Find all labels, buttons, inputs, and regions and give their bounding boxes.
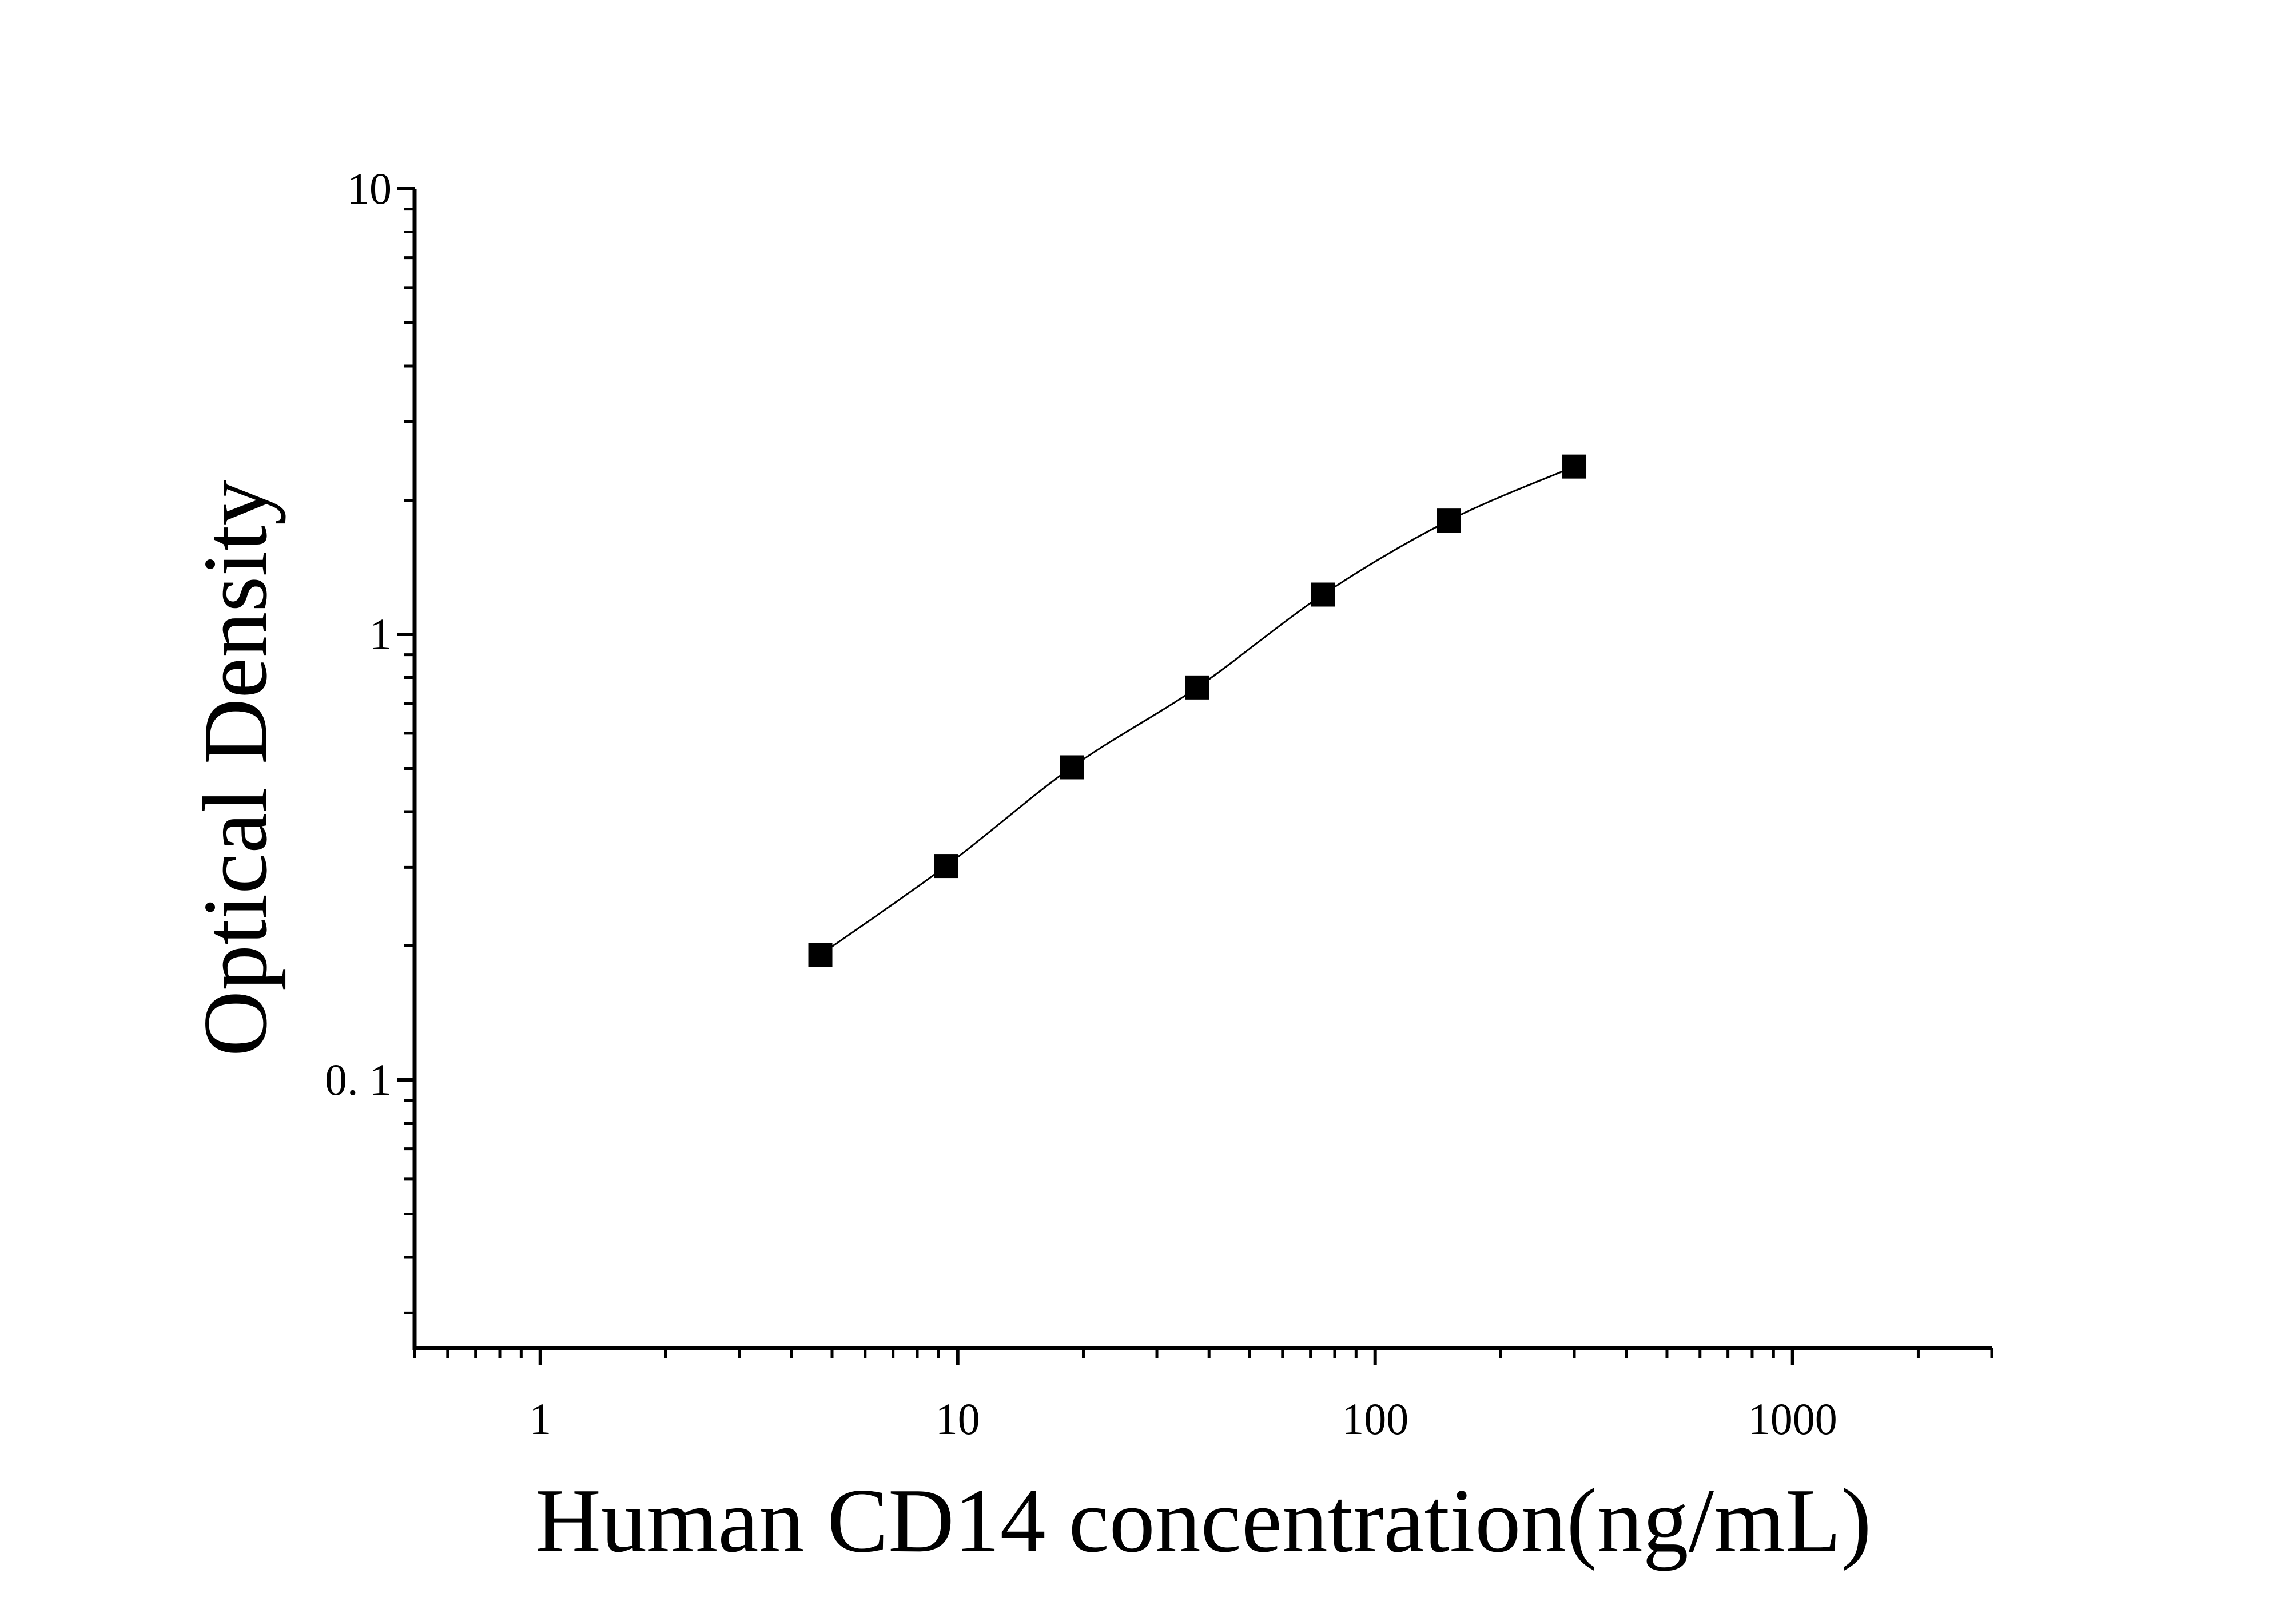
x-tick-label: 1000 bbox=[1748, 1394, 1837, 1444]
y-tick-label: 1 bbox=[369, 609, 392, 659]
data-point bbox=[1060, 755, 1084, 780]
y-tick-label: 10 bbox=[347, 164, 392, 213]
axes bbox=[397, 187, 1993, 1365]
data-point bbox=[1185, 675, 1209, 700]
data-point bbox=[1562, 454, 1587, 479]
x-axis-title: Human CD14 concentration(ng/mL) bbox=[535, 1469, 1871, 1571]
x-tick-label: 100 bbox=[1342, 1394, 1408, 1444]
data-points bbox=[808, 454, 1587, 967]
tick-labels: 1 10 100 1000 0. 1 1 10 bbox=[325, 164, 1837, 1444]
data-point bbox=[1437, 508, 1461, 533]
data-point bbox=[1311, 582, 1335, 607]
x-tick-label: 1 bbox=[529, 1394, 551, 1444]
fit-curve bbox=[819, 466, 1575, 956]
data-point bbox=[934, 854, 958, 879]
y-axis-title: Optical Density bbox=[184, 480, 286, 1057]
data-point bbox=[808, 943, 833, 967]
y-tick-label: 0. 1 bbox=[325, 1055, 392, 1105]
x-tick-label: 10 bbox=[936, 1394, 980, 1444]
